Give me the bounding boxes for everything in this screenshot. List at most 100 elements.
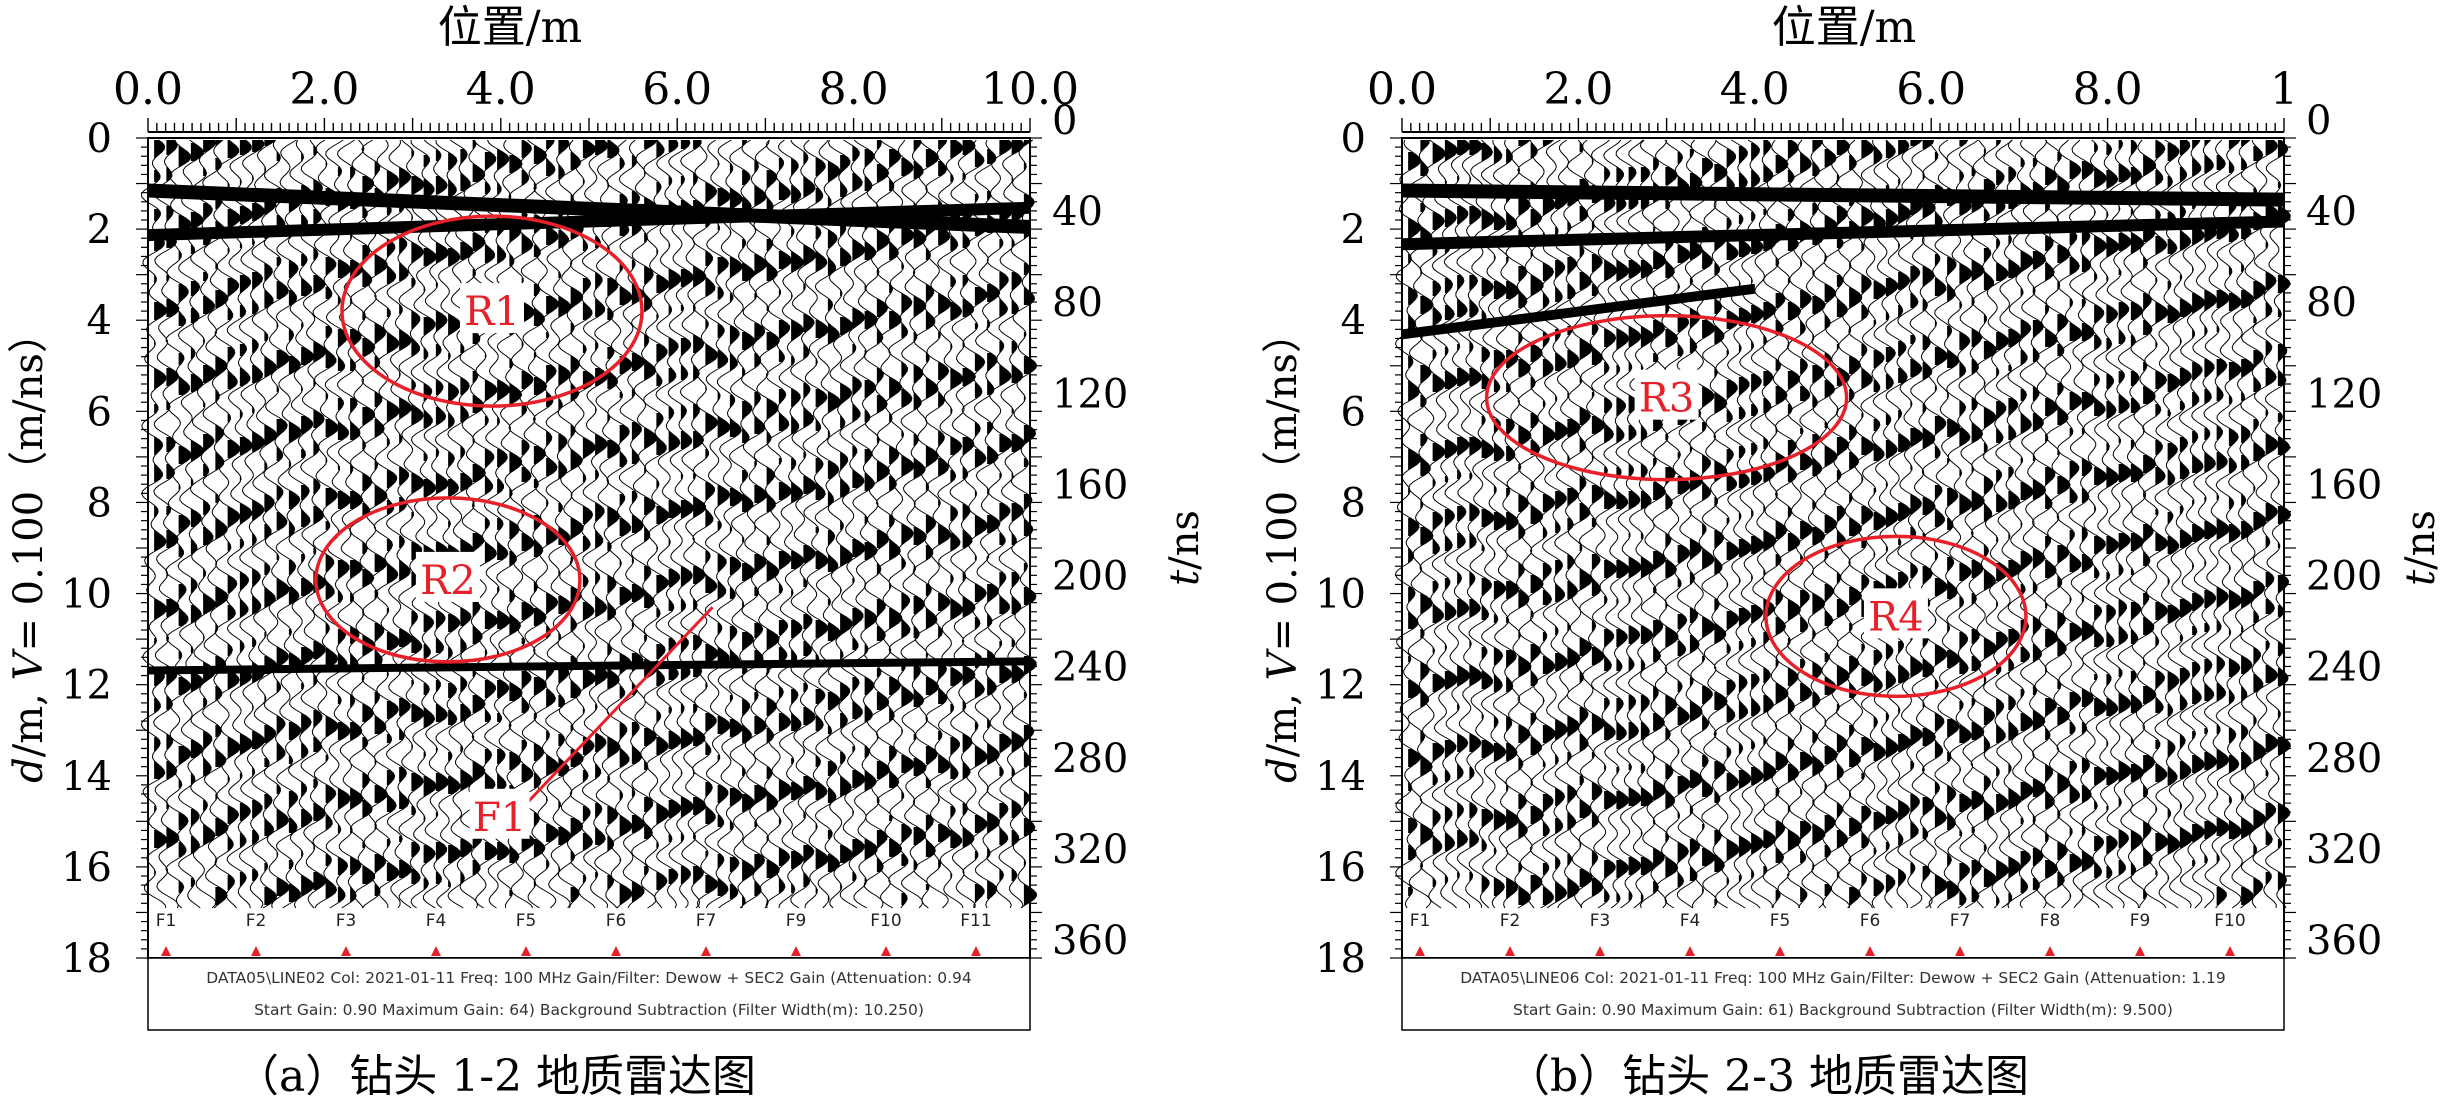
left-axis-label-tail: = 0.100（m/ns） <box>1260 313 1306 651</box>
panel-b: 位置/m 0.0 2.0 4.0 6.0 8.0 1 0 2 4 6 8 10 12 14 16 18 0 4… <box>1254 0 2463 1102</box>
depth-tick-label: 2 <box>1341 207 1366 253</box>
marker-triangle <box>2045 946 2055 956</box>
annotations: R1 R2 F1 <box>314 214 714 841</box>
time-tick-label: 160 <box>2306 462 2382 508</box>
marker-label: F7 <box>1950 911 1971 931</box>
right-axis-label-t: t <box>1162 569 1208 586</box>
marker-label: F4 <box>426 911 447 931</box>
marker-triangle <box>2225 946 2235 956</box>
marker-triangle <box>1595 946 1605 956</box>
position-tick-label: 4.0 <box>1720 64 1790 115</box>
time-tick-label: 120 <box>2306 371 2382 417</box>
right-ruler <box>1030 137 1042 959</box>
marker-label: F2 <box>246 911 267 931</box>
info-box <box>147 957 1031 1031</box>
annotations: R3 R4 <box>1484 313 2028 699</box>
marker-row: F1 F2 F3 F4 F5 F6 F7 F9 F10 F11 <box>156 911 992 956</box>
marker-triangle <box>701 946 711 956</box>
marker-triangle <box>971 946 981 956</box>
left-axis-label-v: V <box>6 647 52 680</box>
position-tick-label: 2.0 <box>289 64 359 115</box>
marker-triangle <box>1685 946 1695 956</box>
depth-tick-label: 18 <box>1315 936 1366 982</box>
trace-fill <box>154 140 1037 905</box>
radargram-frame <box>147 137 1031 959</box>
marker-label: F11 <box>960 911 991 931</box>
radargram-traces <box>140 139 1038 909</box>
annotation-label-r4: R4 <box>1868 594 1924 640</box>
marker-label: F5 <box>1770 911 1791 931</box>
depth-tick-label: 8 <box>87 480 112 526</box>
top-axis-label: 位置/m <box>1772 2 1917 53</box>
time-tick-label: 240 <box>1052 645 1128 691</box>
left-axis-label: d/m, V= 0.100（m/ns） <box>6 313 52 783</box>
marker-label: F3 <box>1590 911 1611 931</box>
position-tick-label: 4.0 <box>466 64 536 115</box>
reflection-band <box>1402 283 1755 340</box>
depth-tick-label: 6 <box>1341 389 1366 435</box>
left-axis-label: d/m, V= 0.100（m/ns） <box>1260 313 1306 783</box>
time-tick-label: 80 <box>1052 280 1103 326</box>
marker-triangle <box>431 946 441 956</box>
depth-tick-label: 2 <box>87 207 112 253</box>
marker-triangle <box>2135 946 2145 956</box>
panel-a-svg: 位置/m 0.0 2.0 4.0 6.0 8.0 10.0 0 2 4 6 8 10 12 14 16 18… <box>6 2 1208 1031</box>
time-tick-label: 280 <box>1052 736 1128 782</box>
position-tick-label: 10.0 <box>981 64 1079 115</box>
depth-tick-label: 12 <box>61 663 112 709</box>
label-backdrop <box>1634 369 1699 420</box>
position-tick-label: 8.0 <box>819 64 889 115</box>
marker-triangle <box>1415 946 1425 956</box>
marker-label: F10 <box>870 911 901 931</box>
depth-tick-labels: 0 2 4 6 8 10 12 14 16 18 <box>1315 116 1366 982</box>
position-tick-label: 2.0 <box>1543 64 1613 115</box>
top-ruler <box>147 118 1031 133</box>
fault-line-f1 <box>518 606 714 812</box>
annotation-label-r2: R2 <box>420 558 476 604</box>
reflection-band <box>1402 215 2284 251</box>
time-tick-label: 160 <box>1052 462 1128 508</box>
marker-triangle <box>611 946 621 956</box>
left-axis-label-rest: /m, <box>6 680 52 757</box>
marker-triangle <box>521 946 531 956</box>
ellipse-r2 <box>314 496 582 664</box>
top-ruler <box>1401 118 2285 133</box>
time-tick-label: 120 <box>1052 371 1128 417</box>
left-axis-label-tail: = 0.100（m/ns） <box>6 313 52 651</box>
marker-label: F3 <box>336 911 357 931</box>
depth-tick-label: 10 <box>61 572 112 618</box>
caption-a: （a）钻头 1-2 地质雷达图 <box>235 1051 757 1102</box>
depth-tick-label: 10 <box>1315 572 1366 618</box>
reflection-band <box>148 183 1030 234</box>
top-axis-label: 位置/m <box>438 2 583 53</box>
right-axis-label-rest: /ns <box>1162 510 1208 570</box>
right-axis-label-rest: /ns <box>2398 510 2444 570</box>
time-tick-labels: 0 40 80 120 160 200 240 280 320 360 <box>1052 98 1128 964</box>
info-line-2: Start Gain: 0.90 Maximum Gain: 61) Backg… <box>1513 1001 2173 1019</box>
left-axis-label-d: d <box>6 757 52 783</box>
marker-triangle <box>1775 946 1785 956</box>
marker-triangle <box>341 946 351 956</box>
marker-label: F1 <box>1410 911 1431 931</box>
marker-label: F10 <box>2214 911 2245 931</box>
position-tick-label: 0.0 <box>113 64 183 115</box>
ellipse-r1 <box>340 214 644 408</box>
marker-triangle <box>791 946 801 956</box>
info-line-1: DATA05\LINE06 Col: 2021-01-11 Freq: 100 … <box>1460 969 2226 987</box>
left-axis-label-d: d <box>1260 757 1306 783</box>
depth-tick-label: 14 <box>61 754 112 800</box>
marker-label: F1 <box>156 911 177 931</box>
left-ruler <box>136 137 148 959</box>
depth-tick-label: 0 <box>1341 116 1366 162</box>
label-backdrop <box>1863 588 1928 639</box>
marker-label: F4 <box>1680 911 1701 931</box>
depth-tick-label: 18 <box>61 936 112 982</box>
label-backdrop <box>469 788 530 839</box>
annotation-label-f1: F1 <box>473 795 526 841</box>
caption-b: （b）钻头 2-3 地质雷达图 <box>1506 1051 2029 1102</box>
position-tick-label: 1 <box>2270 64 2298 115</box>
marker-label: F7 <box>696 911 717 931</box>
left-axis-label-rest: /m, <box>1260 680 1306 757</box>
depth-tick-label: 4 <box>1341 298 1366 344</box>
position-tick-label: 6.0 <box>642 64 712 115</box>
